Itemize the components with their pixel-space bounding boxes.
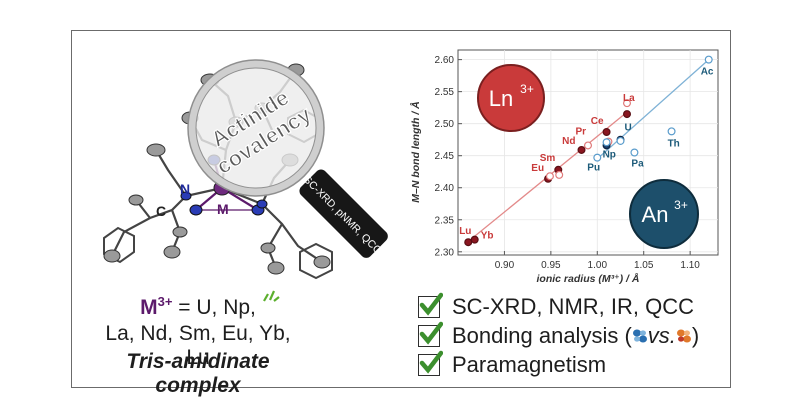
magnifying-glass-icon: SC-XRD, pNMR, QCC Actinide covalency (187, 59, 388, 258)
method-checklist: SC-XRD, NMR, IR, QCC Bonding analysis ( … (418, 292, 699, 379)
formula-line-1: M3+ = U, Np, (98, 290, 298, 320)
checklist-label: SC-XRD, NMR, IR, QCC (452, 293, 694, 319)
sparkle-icon (263, 290, 280, 302)
formula-line-2: La, Nd, Sm, Eu, Yb, Lu (105, 322, 291, 369)
metal-list-1: = U, Np, (172, 296, 256, 319)
checklist-label-mid: vs. (647, 322, 676, 348)
orbital-blue-icon (632, 329, 647, 342)
checkbox-icon (418, 321, 443, 347)
checklist-label-suffix: ) (691, 322, 700, 348)
checklist-label: Paramagnetism (452, 351, 607, 377)
orbital-orange-icon (676, 329, 691, 342)
atom-label-n: N (180, 181, 190, 197)
complex-name: Tris-amidinate complex (126, 350, 270, 397)
checklist-item: Paramagnetism (418, 350, 699, 379)
checklist-item: Bonding analysis ( vs. ) (418, 321, 699, 350)
checkbox-icon (418, 292, 443, 318)
atom-label-c: C (156, 203, 166, 219)
metal-symbol: M (140, 296, 158, 319)
checklist-label-prefix: Bonding analysis ( (452, 322, 632, 348)
metal-charge: 3+ (157, 294, 173, 309)
checkbox-icon (418, 350, 443, 376)
checklist-item: SC-XRD, NMR, IR, QCC (418, 292, 699, 321)
formula-line-3: Tris-amidinate complex (98, 350, 298, 398)
atom-label-m: M (217, 201, 229, 217)
